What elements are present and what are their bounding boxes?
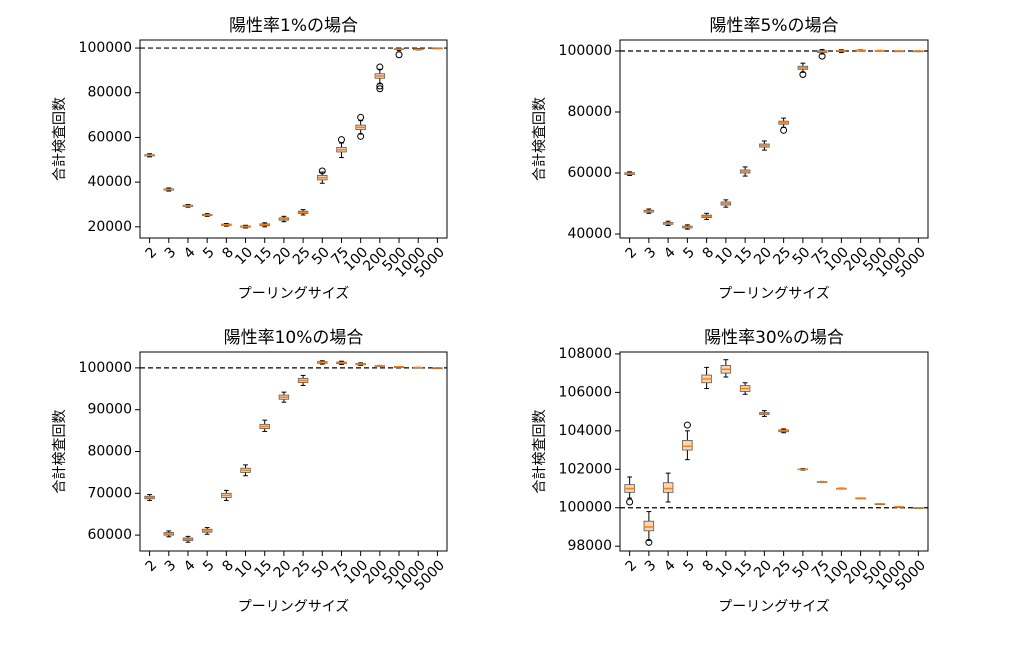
y-tick-label: 40000 (87, 174, 132, 190)
x-axis-label: プーリングサイズ (238, 286, 350, 302)
chart-title: 陽性率1%の場合 (229, 16, 358, 36)
y-tick-label: 20000 (87, 219, 132, 235)
y-tick-label: 90000 (87, 402, 132, 418)
y-tick-label: 60000 (87, 129, 132, 145)
x-tick-label: 4 (181, 557, 199, 575)
y-tick-label: 100000 (79, 360, 132, 376)
outlier (376, 85, 384, 93)
x-tick-label: 3 (162, 244, 180, 262)
y-tick-label: 80000 (87, 444, 132, 460)
outlier (376, 63, 384, 71)
y-tick-label: 108000 (559, 346, 612, 362)
x-tick-label: 4 (661, 244, 679, 262)
y-tick-label: 98000 (567, 538, 612, 554)
y-axis-label: 合計検査回数 (52, 410, 68, 494)
x-tick-label: 2 (143, 557, 161, 575)
x-tick-label: 4 (181, 244, 199, 262)
y-tick-label: 100000 (559, 43, 612, 59)
y-tick-label: 40000 (567, 226, 612, 242)
y-tick-label: 80000 (87, 85, 132, 101)
outlier (626, 498, 634, 506)
x-axis-label: プーリングサイズ (718, 599, 830, 615)
y-tick-label: 70000 (87, 485, 132, 501)
x-tick-label: 5 (680, 557, 698, 575)
x-tick-label: 2 (623, 557, 641, 575)
chart-title: 陽性率10%の場合 (224, 328, 364, 348)
y-axis-label: 合計検査回数 (52, 97, 68, 181)
x-tick-label: 3 (162, 557, 180, 575)
x-tick-label: 2 (623, 244, 641, 262)
outlier (395, 51, 403, 59)
plot-frame (139, 39, 448, 239)
box (662, 482, 674, 493)
box (643, 520, 655, 532)
plot-frame (619, 39, 929, 239)
x-axis-label: プーリングサイズ (718, 286, 830, 302)
y-tick-label: 104000 (559, 423, 612, 439)
y-axis-label: 合計検査回数 (532, 410, 548, 494)
plot-frame (619, 351, 929, 552)
chart-title: 陽性率5%の場合 (710, 16, 839, 36)
outlier (780, 126, 788, 134)
outlier (318, 167, 326, 175)
outlier (376, 82, 384, 90)
x-axis-label: プーリングサイズ (238, 599, 350, 615)
x-tick-label: 4 (661, 557, 679, 575)
x-tick-label: 2 (143, 244, 161, 262)
chart-title: 陽性率30%の場合 (704, 328, 844, 348)
outlier (337, 136, 345, 144)
outlier (799, 70, 807, 78)
outlier (357, 132, 365, 140)
outlier (683, 421, 691, 429)
x-tick-label: 5 (200, 244, 218, 262)
y-tick-label: 100000 (79, 40, 132, 56)
y-axis-label: 合計検査回数 (532, 97, 548, 181)
x-tick-label: 3 (642, 557, 660, 575)
plot-frame (139, 351, 448, 552)
outlier (357, 113, 365, 121)
y-tick-label: 106000 (559, 384, 612, 400)
y-tick-label: 80000 (567, 104, 612, 120)
x-tick-label: 5 (680, 244, 698, 262)
outlier (818, 52, 826, 60)
y-tick-label: 100000 (559, 500, 612, 516)
y-tick-label: 60000 (567, 165, 612, 181)
x-tick-label: 5 (200, 557, 218, 575)
outlier (645, 538, 653, 546)
box (682, 440, 693, 451)
x-tick-label: 3 (642, 244, 660, 262)
y-tick-label: 60000 (87, 527, 132, 543)
y-tick-label: 102000 (559, 461, 612, 477)
